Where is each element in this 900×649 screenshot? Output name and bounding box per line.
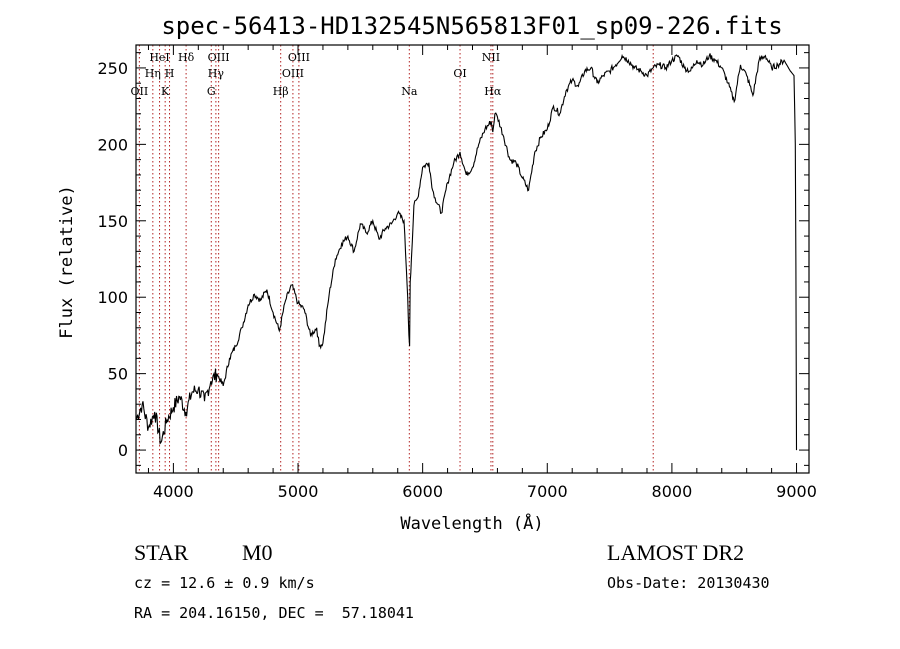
marker-label-6: G (207, 85, 216, 98)
marker-label-2: HeI (149, 51, 169, 64)
x-tick-label-3: 7000 (527, 482, 568, 501)
object-subclass: M0 (242, 540, 273, 565)
x-tick-label-0: 4000 (153, 482, 194, 501)
plot-frame (135, 44, 810, 474)
marker-label-14: NII (482, 51, 500, 64)
y-tick-label-5: 250 (97, 59, 128, 78)
chart-title: spec-56413-HD132545N565813F01_sp09-226.f… (161, 12, 782, 40)
y-tick-label-3: 150 (97, 212, 128, 231)
spectrum-series-line (135, 53, 798, 451)
x-axis-label: Wavelength (Å) (400, 512, 543, 534)
x-tick-label-4: 8000 (652, 482, 693, 501)
spectral-line-markers (138, 45, 654, 473)
redshift-cz: cz = 12.6 ± 0.9 km/s (134, 574, 315, 592)
marker-label-5: Hδ (178, 51, 195, 64)
x-axis-ticks: 4000 5000 6000 7000 8000 9000 (147, 45, 817, 501)
marker-label-11: OIII (288, 51, 310, 64)
y-tick-label-1: 50 (108, 365, 128, 384)
x-tick-label-2: 6000 (402, 482, 443, 501)
y-tick-label-4: 200 (97, 135, 128, 154)
marker-label-12: Na (401, 85, 418, 98)
x-tick-label-5: 9000 (776, 482, 817, 501)
ra-dec-coords: RA = 204.16150, DEC = 57.18041 (134, 604, 414, 622)
y-axis-label: Flux (relative) (57, 185, 77, 339)
survey-name: LAMOST DR2 (607, 540, 745, 565)
marker-label-4: H (165, 67, 175, 80)
marker-label-7: Hγ (208, 67, 225, 80)
y-tick-label-0: 0 (118, 441, 128, 460)
x-tick-label-1: 5000 (278, 482, 319, 501)
y-axis-ticks: 0 50 100 150 200 250 (97, 52, 809, 466)
marker-label-3: K (161, 85, 170, 98)
marker-label-9: Hβ (273, 85, 289, 98)
marker-label-15: Hα (484, 85, 502, 98)
spectrum-chart: spec-56413-HD132545N565813F01_sp09-226.f… (57, 12, 817, 534)
observation-date: Obs-Date: 20130430 (607, 574, 770, 592)
marker-label-0: OII (131, 85, 149, 98)
marker-label-1: Hη (145, 67, 161, 80)
marker-label-10: OIII (282, 67, 304, 80)
object-class: STAR (134, 540, 189, 565)
y-tick-label-2: 100 (97, 288, 128, 307)
marker-label-13: OI (453, 67, 466, 80)
marker-label-8: OIII (208, 51, 230, 64)
